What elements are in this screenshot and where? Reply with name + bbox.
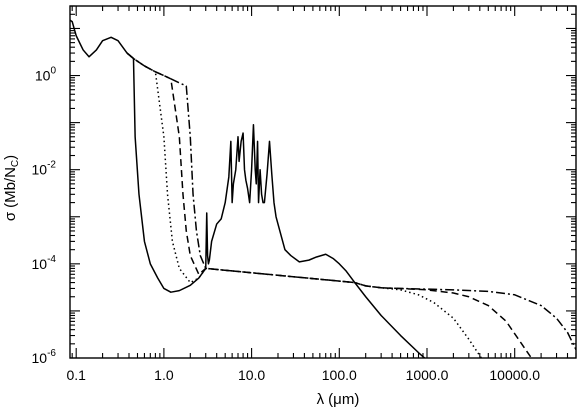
y-tick-label: 10-4: [32, 254, 57, 272]
y-tick-label: 10-2: [32, 160, 57, 178]
y-axis-sub: C: [10, 160, 21, 167]
x-tick-label: 10.0: [238, 367, 265, 383]
y-tick-exp: -6: [47, 348, 56, 359]
x-tick-label: 1.0: [154, 367, 174, 383]
y-tick-exp: 0: [50, 66, 56, 77]
x-tick-label: 0.1: [66, 367, 86, 383]
y-tick-exp: -4: [47, 254, 56, 265]
axis-ticks: [70, 5, 577, 359]
series-common-curve: [70, 19, 128, 58]
x-axis-unit: m): [342, 391, 360, 408]
y-axis-sigma: σ: [2, 211, 19, 221]
x-axis-title: λ (μm): [317, 391, 360, 408]
y-tick-exp: -2: [47, 160, 56, 171]
series-line-dotted: [126, 52, 483, 358]
y-tick-base: 10: [32, 162, 48, 178]
plot-frame: [69, 5, 577, 359]
y-tick-base: 10: [32, 350, 48, 366]
y-tick-base: 10: [32, 256, 48, 272]
y-axis-close: ): [2, 155, 19, 160]
plot-marks: [70, 19, 576, 358]
x-tick-labels: 0.1 1.0 10.0 100.0 1000.0 10000.0: [66, 367, 540, 383]
x-tick-label: 10000.0: [489, 367, 540, 383]
x-axis-lambda: λ: [317, 391, 325, 408]
x-tick-label: 1000.0: [406, 367, 449, 383]
x-axis-open: (: [328, 391, 333, 408]
y-axis-open: (Mb/N: [2, 167, 19, 208]
y-tick-label: 100: [35, 66, 57, 84]
series-line-dashed: [126, 52, 533, 358]
y-axis-title: σ (Mb/NC): [2, 155, 21, 221]
series-line-dashdot: [126, 52, 576, 351]
x-tick-label: 100.0: [322, 367, 357, 383]
y-tick-base: 10: [35, 68, 51, 84]
x-axis-mu: μ: [333, 391, 342, 408]
series-line-solid: [126, 52, 426, 358]
y-tick-label: 10-6: [32, 348, 57, 366]
